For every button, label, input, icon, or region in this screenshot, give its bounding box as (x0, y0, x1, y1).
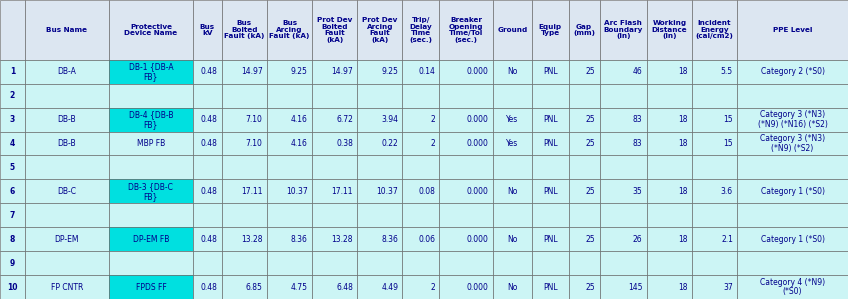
Bar (312, 179, 357, 203)
Text: FP CNTR: FP CNTR (51, 283, 83, 292)
Bar (312, 0, 357, 60)
Bar (222, 227, 267, 251)
Text: Category 3 (*N3)
(*N9) (*S2): Category 3 (*N3) (*N9) (*S2) (760, 134, 825, 153)
Bar (222, 60, 267, 84)
Bar (0, 227, 25, 251)
Text: 14.97: 14.97 (241, 67, 263, 76)
Bar (193, 179, 222, 203)
Text: 15: 15 (723, 115, 733, 124)
Text: Equip
Type: Equip Type (538, 24, 562, 36)
Bar (267, 203, 312, 227)
Bar (569, 108, 600, 132)
Bar (222, 0, 267, 60)
Text: 2.1: 2.1 (721, 235, 733, 244)
Bar (357, 132, 403, 155)
Bar (25, 0, 109, 60)
Text: 0.48: 0.48 (201, 187, 218, 196)
Bar (439, 108, 493, 132)
Bar (569, 155, 600, 179)
Bar (267, 227, 312, 251)
Text: PNL: PNL (543, 67, 558, 76)
Text: 18: 18 (678, 139, 688, 148)
Bar (439, 179, 493, 203)
Text: 9.25: 9.25 (382, 67, 399, 76)
Bar (0, 108, 25, 132)
Text: 0.48: 0.48 (201, 115, 218, 124)
Bar (312, 227, 357, 251)
Text: 0.000: 0.000 (466, 115, 488, 124)
Bar (357, 251, 403, 275)
Bar (493, 0, 532, 60)
Bar (439, 155, 493, 179)
Text: 4.49: 4.49 (382, 283, 399, 292)
Bar (600, 108, 647, 132)
Bar (493, 108, 532, 132)
Text: 18: 18 (678, 283, 688, 292)
Text: Bus Name: Bus Name (47, 27, 87, 33)
Bar (403, 132, 439, 155)
Bar (267, 155, 312, 179)
Bar (692, 251, 737, 275)
Text: DP-EM FB: DP-EM FB (133, 235, 169, 244)
Bar (109, 84, 193, 108)
Bar (532, 0, 569, 60)
Bar (312, 132, 357, 155)
Text: 18: 18 (678, 235, 688, 244)
Bar (493, 203, 532, 227)
Bar (737, 84, 848, 108)
Text: No: No (507, 235, 517, 244)
Bar (222, 84, 267, 108)
Bar (403, 60, 439, 84)
Bar (109, 60, 193, 84)
Bar (312, 108, 357, 132)
Text: DB-4 {DB-B
FB}: DB-4 {DB-B FB} (129, 110, 173, 129)
Text: 10.37: 10.37 (377, 187, 399, 196)
Text: 0.48: 0.48 (201, 235, 218, 244)
Text: 9: 9 (9, 259, 15, 268)
Text: 25: 25 (586, 115, 595, 124)
Text: 6.85: 6.85 (246, 283, 263, 292)
Text: Gap
(mm): Gap (mm) (573, 24, 595, 36)
Text: DB-3 {DB-C
FB}: DB-3 {DB-C FB} (129, 182, 173, 201)
Bar (25, 179, 109, 203)
Text: 8.36: 8.36 (382, 235, 399, 244)
Text: 10.37: 10.37 (286, 187, 308, 196)
Bar (222, 108, 267, 132)
Text: PNL: PNL (543, 187, 558, 196)
Text: 25: 25 (586, 283, 595, 292)
Bar (600, 132, 647, 155)
Text: Yes: Yes (506, 115, 518, 124)
Text: FPDS FF: FPDS FF (136, 283, 166, 292)
Text: 18: 18 (678, 187, 688, 196)
Bar (222, 132, 267, 155)
Bar (403, 155, 439, 179)
Text: 13.28: 13.28 (241, 235, 263, 244)
Bar (267, 179, 312, 203)
Bar (312, 155, 357, 179)
Bar (647, 0, 692, 60)
Bar (403, 203, 439, 227)
Bar (357, 227, 403, 251)
Text: 17.11: 17.11 (241, 187, 263, 196)
Text: Category 3 (*N3)
(*N9) (*N16) (*S2): Category 3 (*N3) (*N9) (*N16) (*S2) (757, 110, 828, 129)
Bar (692, 227, 737, 251)
Bar (193, 108, 222, 132)
Bar (647, 60, 692, 84)
Bar (647, 203, 692, 227)
Text: 2: 2 (431, 283, 435, 292)
Text: 83: 83 (633, 115, 643, 124)
Text: Category 2 (*S0): Category 2 (*S0) (761, 67, 824, 76)
Bar (109, 251, 193, 275)
Text: 9.25: 9.25 (291, 67, 308, 76)
Bar (222, 251, 267, 275)
Text: 17.11: 17.11 (332, 187, 353, 196)
Bar (493, 155, 532, 179)
Bar (109, 108, 193, 132)
Bar (439, 251, 493, 275)
Bar (267, 108, 312, 132)
Bar (569, 203, 600, 227)
Bar (109, 132, 193, 155)
Bar (109, 179, 193, 203)
Text: 2: 2 (431, 139, 435, 148)
Text: DP-EM: DP-EM (54, 235, 79, 244)
